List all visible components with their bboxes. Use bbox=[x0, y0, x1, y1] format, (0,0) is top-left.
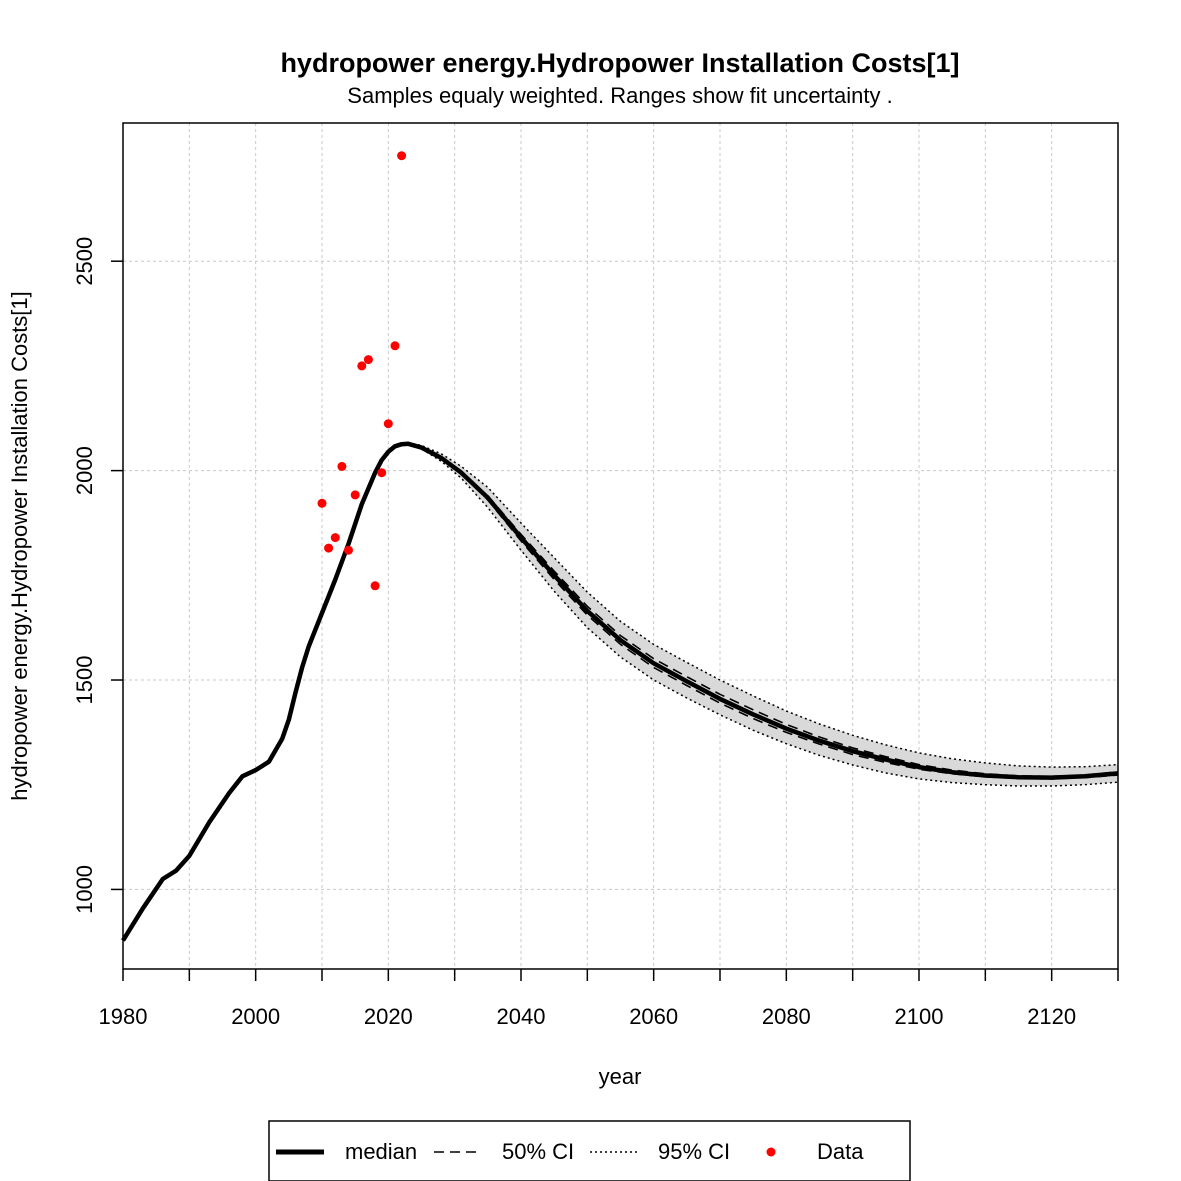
x-tick-label: 2000 bbox=[231, 1004, 280, 1029]
x-tick-label: 2020 bbox=[364, 1004, 413, 1029]
data-point bbox=[324, 543, 334, 553]
data-point bbox=[357, 361, 367, 371]
data-point bbox=[317, 498, 327, 508]
x-tick-label: 2100 bbox=[895, 1004, 944, 1029]
ci95-upper-line bbox=[408, 441, 1119, 768]
legend-box bbox=[268, 1120, 911, 1181]
data-point bbox=[370, 581, 380, 591]
data-point bbox=[363, 355, 373, 365]
ci95-lower-line bbox=[407, 443, 1119, 787]
data-point bbox=[330, 533, 340, 543]
y-tick-label: 2500 bbox=[72, 237, 97, 286]
y-tick-label: 1000 bbox=[72, 865, 97, 914]
series-lines bbox=[121, 441, 1119, 942]
y-axis-label: hydropower energy.Hydropower Installatio… bbox=[7, 291, 32, 801]
x-tick-label: 2080 bbox=[762, 1004, 811, 1029]
data-point bbox=[377, 468, 387, 478]
x-axis-label: year bbox=[599, 1064, 642, 1089]
x-tick-label: 2120 bbox=[1027, 1004, 1076, 1029]
legend-ci50-label: 50% CI bbox=[502, 1139, 574, 1164]
x-tick-label: 1980 bbox=[99, 1004, 148, 1029]
data-point bbox=[390, 341, 400, 351]
y-tick-label: 1500 bbox=[72, 656, 97, 705]
x-tick-label: 2040 bbox=[497, 1004, 546, 1029]
median-line bbox=[121, 441, 1119, 942]
y-axis: 1000 1500 2000 2500 bbox=[72, 237, 123, 914]
plot-frame bbox=[122, 122, 1119, 970]
x-tick-label: 2060 bbox=[629, 1004, 678, 1029]
legend-data-swatch bbox=[766, 1147, 776, 1157]
x-axis: 1980 2000 2020 2040 2060 2080 2100 2120 bbox=[99, 969, 1119, 1029]
chart-title: hydropower energy.Hydropower Installatio… bbox=[280, 48, 959, 78]
data-point bbox=[397, 151, 407, 161]
legend: median 50% CI 95% CI Data bbox=[268, 1120, 911, 1181]
data-point bbox=[383, 419, 393, 429]
chart-subtitle: Samples equaly weighted. Ranges show fit… bbox=[347, 83, 892, 108]
data-point bbox=[344, 545, 353, 555]
data-point bbox=[337, 461, 347, 471]
y-tick-label: 2000 bbox=[72, 446, 97, 495]
data-points bbox=[317, 151, 407, 591]
legend-data-label: Data bbox=[817, 1139, 864, 1164]
legend-ci95-label: 95% CI bbox=[658, 1139, 730, 1164]
data-point bbox=[350, 490, 360, 500]
legend-median-label: median bbox=[345, 1139, 417, 1164]
